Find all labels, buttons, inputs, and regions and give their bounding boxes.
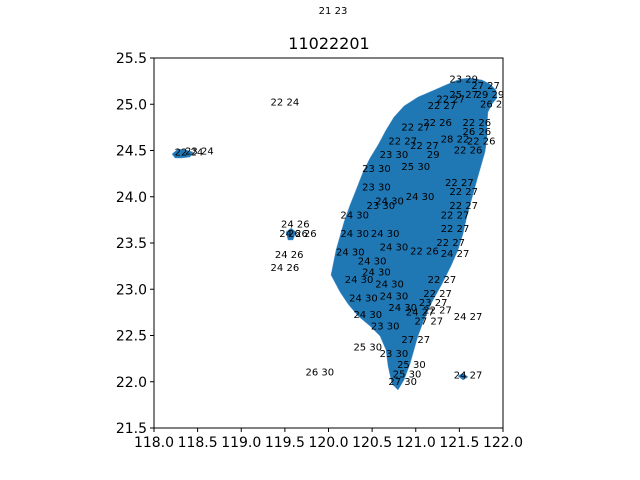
station-label: 22 27 bbox=[445, 178, 474, 189]
station-label: 24 26 bbox=[279, 229, 308, 240]
station-label: 22 26 bbox=[423, 118, 452, 129]
station-label: 24 30 bbox=[349, 294, 378, 305]
station-label: 22 26 bbox=[410, 246, 439, 257]
x-tick-label: 119.0 bbox=[221, 435, 261, 451]
station-label: 26 26 bbox=[463, 127, 492, 138]
station-label: 24 30 bbox=[340, 229, 369, 240]
y-tick-label: 22.0 bbox=[116, 375, 147, 391]
station-label: 22 27 bbox=[441, 210, 470, 221]
station-label: 24 26 bbox=[271, 263, 300, 274]
y-tick-label: 23.5 bbox=[116, 236, 147, 252]
station-label: 25 30 bbox=[393, 369, 422, 380]
station-label: 24 27 bbox=[406, 307, 435, 318]
station-label: 22 27 bbox=[449, 201, 478, 212]
y-tick-label: 24.5 bbox=[116, 144, 147, 160]
station-label: 24 30 bbox=[353, 310, 382, 321]
station-label: 26 26 bbox=[288, 229, 317, 240]
station-label: 22 27 bbox=[441, 224, 470, 235]
station-label: 24 30 bbox=[388, 303, 417, 314]
chart-title: 11022201 bbox=[288, 34, 369, 53]
station-label: 24 30 bbox=[362, 268, 391, 279]
x-tick-label: 122.0 bbox=[483, 435, 523, 451]
station-label: 27 27 bbox=[415, 317, 444, 328]
station-label: 27 27 bbox=[401, 335, 430, 346]
station-label: 23 29 bbox=[449, 74, 478, 85]
lanyu-island bbox=[457, 372, 469, 381]
x-axis: 118.0 118.5 119.0 119.5 120.0 120.5 121.0 121.5… bbox=[134, 428, 523, 451]
taiwan-main-island bbox=[330, 77, 498, 391]
station-label: 23 30 bbox=[371, 321, 400, 332]
station-label: 25 30 bbox=[401, 162, 430, 173]
station-label: 22 27 bbox=[423, 306, 452, 317]
x-tick-label: 118.5 bbox=[178, 435, 218, 451]
station-label: 24 27 bbox=[454, 312, 483, 323]
station-label: 24 30 bbox=[358, 257, 387, 268]
station-label: 25 30 bbox=[353, 343, 382, 354]
station-label: 22 27 bbox=[388, 136, 417, 147]
station-label: 26 30 bbox=[305, 368, 334, 379]
station-label: 24 30 bbox=[375, 196, 404, 207]
x-tick-label: 120.5 bbox=[352, 435, 392, 451]
station-label: 22 27 bbox=[410, 141, 439, 152]
station-label: 23 30 bbox=[380, 349, 409, 360]
station-label: 22 27 bbox=[436, 238, 465, 249]
station-label: 27 30 bbox=[388, 377, 417, 388]
y-tick-label: 25.0 bbox=[116, 97, 147, 113]
station-label: 22 24 bbox=[175, 147, 204, 158]
station-label: 27 27 bbox=[471, 81, 500, 92]
station-label: 28 22 bbox=[441, 134, 470, 145]
station-label: 24 30 bbox=[345, 275, 374, 286]
station-label: 23 24 bbox=[185, 146, 214, 157]
x-tick-label: 119.5 bbox=[265, 435, 305, 451]
x-tick-label: 121.0 bbox=[396, 435, 436, 451]
station-label: 26 26 bbox=[480, 99, 509, 110]
station-label: 24 26 bbox=[281, 220, 310, 231]
y-axis: 25.5 25.0 24.5 24.0 23.5 23.0 22.5 22.0 21.5 bbox=[116, 51, 154, 437]
x-tick-label: 121.5 bbox=[439, 435, 479, 451]
y-tick-label: 23.0 bbox=[116, 282, 147, 298]
y-tick-label: 22.5 bbox=[116, 329, 147, 345]
station-label: 23 30 bbox=[362, 164, 391, 175]
station-label: 22 26 bbox=[463, 118, 492, 129]
station-label: 25 27 bbox=[449, 90, 478, 101]
station-label: 24 30 bbox=[380, 243, 409, 254]
top-label: 21 23 bbox=[319, 6, 348, 17]
station-label: 22 27 bbox=[436, 95, 465, 106]
station-label: 22 27 bbox=[428, 275, 457, 286]
station-label: 22 27 bbox=[449, 187, 478, 198]
station-label: 24 30 bbox=[406, 192, 435, 203]
station-label: 22 26 bbox=[467, 136, 496, 147]
station-label: 24 30 bbox=[375, 280, 404, 291]
station-label: 24 27 bbox=[441, 249, 470, 260]
station-label: 22 24 bbox=[271, 97, 300, 108]
station-label: 22 26 bbox=[454, 146, 483, 157]
y-tick-label: 21.5 bbox=[116, 421, 147, 437]
kinmen-island bbox=[171, 148, 194, 159]
station-label: 22 27 bbox=[401, 122, 430, 133]
station-label: 24 30 bbox=[371, 229, 400, 240]
station-label: 24 30 bbox=[380, 292, 409, 303]
station-label: 24 30 bbox=[340, 210, 369, 221]
station-label: 29 29 bbox=[476, 90, 505, 101]
station-label: 23 27 bbox=[419, 298, 448, 309]
y-tick-label: 24.0 bbox=[116, 190, 147, 206]
x-tick-label: 118.0 bbox=[134, 435, 174, 451]
station-label: 22 27 bbox=[428, 101, 457, 112]
station-label: 23 30 bbox=[380, 150, 409, 161]
station-label: 25 30 bbox=[397, 360, 426, 371]
station-label: 24 26 bbox=[275, 250, 304, 261]
station-label: 29 bbox=[427, 150, 440, 161]
penghu-islands bbox=[285, 227, 297, 241]
station-label: 22 27 bbox=[423, 289, 452, 300]
station-label: 24 30 bbox=[336, 247, 365, 258]
station-label: 23 30 bbox=[367, 201, 396, 212]
x-tick-label: 120.0 bbox=[308, 435, 348, 451]
y-tick-label: 25.5 bbox=[116, 51, 147, 67]
station-label: 24 27 bbox=[454, 370, 483, 381]
station-label: 23 30 bbox=[362, 183, 391, 194]
